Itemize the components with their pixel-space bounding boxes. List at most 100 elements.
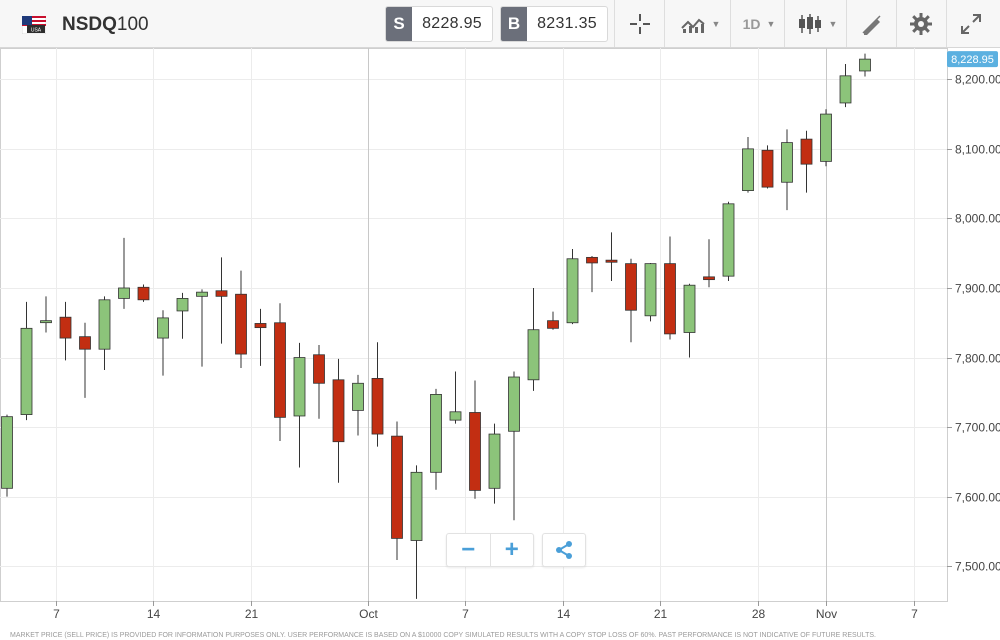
candle-body-up [118, 287, 130, 299]
y-tick-label: 8,100.00 [955, 143, 1000, 157]
candle-body-up [20, 327, 33, 415]
candle [254, 308, 267, 366]
sell-tag: S [386, 7, 413, 41]
x-tick-label: 7 [911, 607, 918, 621]
candle-body-up [566, 258, 579, 324]
disclaimer-text: MARKET PRICE (SELL PRICE) IS PROVIDED FO… [10, 632, 876, 639]
candle [352, 374, 364, 436]
candle [469, 380, 481, 499]
candle [118, 237, 130, 309]
candle-body-up [196, 291, 208, 297]
y-tick-label: 8,000.00 [955, 212, 1000, 226]
candlestick-type-icon [798, 13, 821, 34]
candle-body-up [449, 411, 462, 421]
candle [332, 358, 345, 483]
candle [371, 342, 384, 447]
candle [293, 342, 306, 468]
date-axis: 7 14 21 Oct 7 14 21 28 Nov 7 [53, 601, 918, 621]
candle [859, 53, 871, 77]
x-tick-label: 14 [557, 607, 571, 621]
candle [488, 423, 501, 504]
candles-layer [1, 53, 871, 599]
share-button[interactable] [542, 533, 586, 567]
candle-body-up [40, 320, 52, 324]
candle [235, 270, 247, 368]
zoom-out-button[interactable]: − [461, 536, 476, 563]
candle [215, 257, 228, 344]
crosshair-button[interactable] [622, 0, 658, 47]
candle [98, 296, 111, 371]
candle [800, 130, 813, 193]
chevron-down-icon: ▼ [828, 18, 838, 29]
candle-body-up [488, 433, 501, 489]
y-tick-label: 7,500.00 [955, 560, 1000, 574]
chart-type-button[interactable]: ▼ [792, 0, 842, 47]
chart-grid [0, 48, 948, 602]
candle-body-down [605, 259, 618, 263]
toolbar-divider [614, 0, 615, 47]
toolbar-divider [946, 0, 947, 47]
chevron-down-icon: ▼ [711, 18, 721, 29]
candle-body-down [391, 435, 403, 539]
x-tick-label: Oct [359, 607, 378, 621]
x-tick-label: Nov [816, 607, 837, 621]
candle [1, 414, 13, 497]
candle-body-down [371, 378, 384, 435]
current-price-badge: 8,228.95 [947, 51, 998, 68]
current-price-label: 8,228.95 [951, 54, 994, 66]
candle-body-down [625, 263, 637, 311]
y-tick-label: 7,600.00 [955, 491, 1000, 505]
candle-body-down [235, 293, 247, 355]
candle-body-up [410, 471, 423, 541]
candle-body-up [683, 284, 696, 333]
candle [508, 371, 520, 521]
x-tick-label: 21 [245, 607, 259, 621]
candle [157, 310, 169, 376]
zoom-in-button[interactable]: + [489, 534, 534, 566]
x-tick-label: 21 [654, 607, 668, 621]
fullscreen-button[interactable] [952, 0, 990, 47]
candle-body-down [274, 322, 286, 418]
buy-price-button[interactable]: B 8231.35 [500, 6, 608, 42]
timeframe-value: 1D [742, 15, 761, 32]
drawing-tools-button[interactable] [852, 0, 892, 47]
candle [20, 301, 33, 421]
timeframe-dropdown[interactable]: 1D ▼ [738, 0, 780, 47]
candle [839, 63, 852, 108]
candle-body-down [664, 263, 676, 335]
candle [703, 239, 715, 288]
y-tick-label: 7,900.00 [955, 282, 1000, 296]
candle-body-down [254, 323, 267, 329]
candle [761, 145, 774, 189]
y-tick-label: 7,800.00 [955, 352, 1000, 366]
candle [274, 303, 286, 442]
candle-body-up [98, 299, 111, 350]
candle-body-down [79, 336, 91, 350]
candle [137, 284, 150, 302]
indicators-button[interactable]: ▼ [672, 0, 728, 47]
candle-body-down [313, 354, 325, 384]
candle [449, 371, 462, 424]
candle-body-down [469, 412, 481, 491]
candle [644, 262, 657, 322]
chart-toolbar: USA NSDQ100 S 8228.95 B 8231.35 ▼ 1D ▼ [0, 0, 1000, 48]
period-markers [368, 48, 827, 601]
toolbar-divider [896, 0, 897, 47]
settings-button[interactable] [902, 0, 940, 47]
zoom-controls: − + [446, 533, 534, 567]
candle [742, 137, 754, 193]
chevron-down-icon: ▼ [766, 18, 776, 29]
candle [625, 258, 637, 343]
x-tick-label: 28 [752, 607, 766, 621]
candle [430, 388, 442, 490]
candle-body-up [527, 329, 540, 381]
symbol-suffix: 100 [116, 14, 149, 35]
share-icon [556, 541, 572, 559]
plot-border [0, 48, 948, 602]
candle [527, 287, 540, 391]
settings-gear-icon [910, 12, 932, 35]
sell-price-button[interactable]: S 8228.95 [385, 6, 493, 42]
candle [722, 201, 735, 282]
candlestick-chart[interactable]: 7,500.00 7,600.00 7,700.00 7,800.00 7,900.00… [0, 48, 1000, 631]
y-tick-label: 7,700.00 [955, 421, 1000, 435]
